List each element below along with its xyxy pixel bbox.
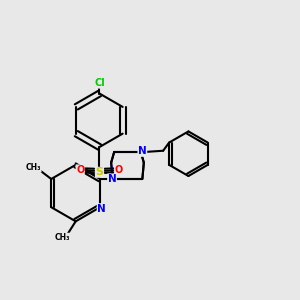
Text: N: N (108, 174, 116, 184)
Text: CH₃: CH₃ (26, 163, 41, 172)
Text: CH₃: CH₃ (55, 233, 70, 242)
Text: N: N (138, 146, 147, 156)
Text: O: O (76, 165, 84, 175)
Text: Cl: Cl (94, 78, 105, 88)
Text: N: N (97, 204, 106, 214)
Text: O: O (115, 165, 123, 175)
Text: S: S (95, 167, 104, 177)
